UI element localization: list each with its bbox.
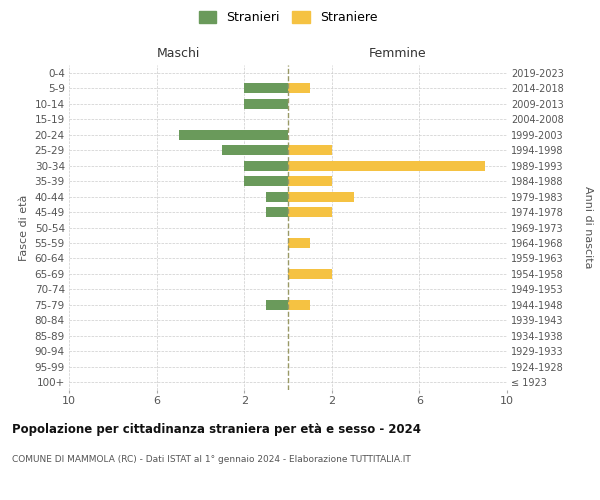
Bar [266, 300, 288, 310]
Bar [288, 300, 310, 310]
Bar [244, 98, 288, 108]
Bar [222, 145, 288, 155]
Bar [244, 176, 288, 186]
Bar [266, 192, 288, 202]
Bar [288, 83, 310, 93]
Bar [288, 145, 332, 155]
Text: Femmine: Femmine [368, 47, 427, 60]
Y-axis label: Anni di nascita: Anni di nascita [583, 186, 593, 269]
Bar [179, 130, 288, 140]
Bar [288, 192, 354, 202]
Legend: Stranieri, Straniere: Stranieri, Straniere [194, 6, 382, 29]
Y-axis label: Fasce di età: Fasce di età [19, 194, 29, 260]
Text: Popolazione per cittadinanza straniera per età e sesso - 2024: Popolazione per cittadinanza straniera p… [12, 422, 421, 436]
Bar [266, 207, 288, 217]
Bar [288, 176, 332, 186]
Bar [288, 160, 485, 170]
Bar [244, 83, 288, 93]
Text: Maschi: Maschi [157, 47, 200, 60]
Text: COMUNE DI MAMMOLA (RC) - Dati ISTAT al 1° gennaio 2024 - Elaborazione TUTTITALIA: COMUNE DI MAMMOLA (RC) - Dati ISTAT al 1… [12, 455, 411, 464]
Bar [288, 238, 310, 248]
Bar [288, 269, 332, 279]
Bar [288, 207, 332, 217]
Bar [244, 160, 288, 170]
